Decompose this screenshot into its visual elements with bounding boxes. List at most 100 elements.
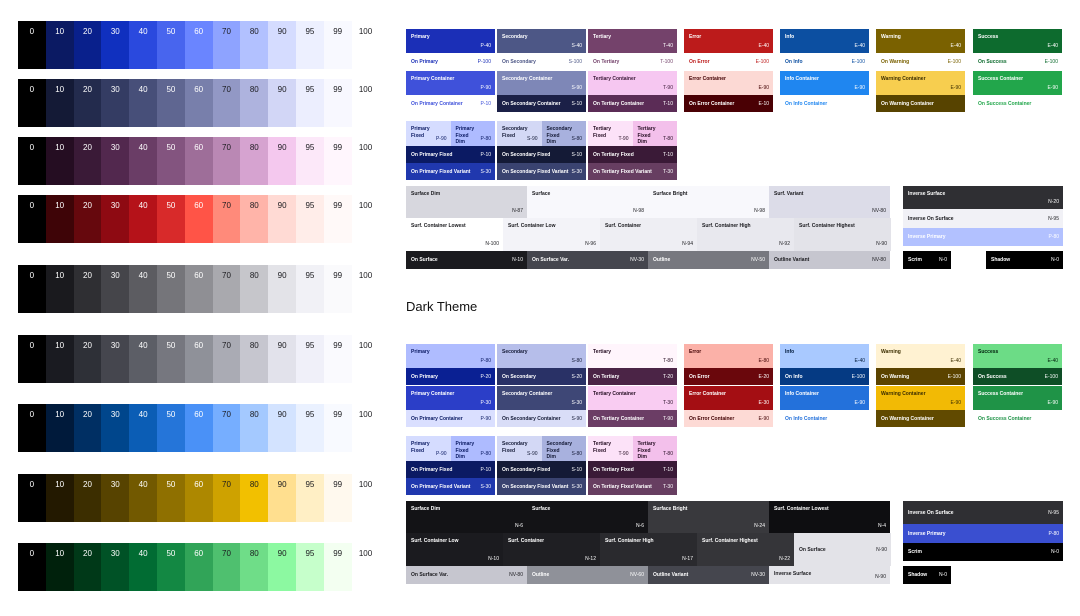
role-name: On Warning: [881, 373, 910, 380]
role-tile: Scrim N-0: [903, 543, 1063, 561]
role-name: Info Container: [785, 76, 819, 82]
tone-code: E-100: [947, 58, 961, 65]
role-tile: On Warning E-100: [876, 368, 965, 385]
role-tile: On Info E-100: [780, 53, 869, 70]
tone-swatch: 95: [296, 543, 324, 591]
role-tile: Secondary Fixed Dim S-80: [541, 436, 586, 461]
role-tile: Shadow N-0: [903, 566, 951, 584]
role-name: On Tertiary Fixed Variant: [593, 483, 652, 490]
role-tile: Tertiary T-40: [588, 29, 677, 53]
role-tile: On Primary P-100: [406, 53, 495, 70]
tone-swatch: 50: [157, 404, 185, 452]
tone-swatch: 60: [184, 137, 213, 185]
role-name: Secondary Fixed: [502, 441, 528, 454]
role-name: Surf. Container High: [605, 538, 654, 544]
tone-code: S-30: [480, 483, 491, 490]
tone-code: P-90: [435, 450, 447, 457]
tone-code: T-90: [618, 450, 629, 457]
role-name: Inverse Primary: [908, 530, 946, 537]
tone-code: E-100: [1044, 373, 1058, 380]
tone-swatch: 99: [323, 79, 352, 127]
role-tile: Success E-40: [973, 29, 1062, 53]
role-name: On Success Container: [978, 415, 1032, 422]
tone-swatch: 80: [240, 21, 269, 69]
tone-code: P-80: [480, 135, 491, 142]
role-name: On Surface: [799, 546, 826, 553]
tone-code: E-90: [950, 84, 961, 91]
role-name: On Secondary Container: [502, 415, 561, 422]
role-name: Info Container: [785, 391, 819, 397]
role-name: On Success: [978, 373, 1007, 380]
tone-swatch: 99: [323, 265, 352, 313]
tone-swatch: 10: [45, 404, 74, 452]
tone-swatch: 100: [351, 21, 380, 69]
tone-code: T-30: [662, 168, 673, 175]
tone-code: NV-30: [630, 256, 644, 263]
tone-swatch: 0: [18, 195, 46, 243]
tone-code: N-17: [682, 555, 693, 562]
tone-swatch: 20: [73, 404, 102, 452]
role-name: Secondary: [502, 34, 528, 40]
tone-swatch: 80: [240, 137, 269, 185]
role-tile: Tertiary Fixed Dim T-80: [632, 121, 677, 146]
tone-swatch: 30: [101, 335, 130, 383]
role-name: On Tertiary Fixed Variant: [593, 168, 652, 175]
role-name: On Info: [785, 373, 803, 380]
role-tile: Surf. Container Low N-10: [406, 533, 503, 566]
tone-swatch: 100: [351, 404, 380, 452]
tone-swatch: 99: [323, 543, 352, 591]
tone-code: N-0: [1050, 548, 1059, 555]
role-tile: Primary Fixed P-90: [406, 436, 451, 461]
tone-swatch: 100: [351, 137, 380, 185]
tone-swatch: 50: [157, 265, 185, 313]
tone-code: E-100: [851, 58, 865, 65]
tone-swatch: 60: [184, 404, 213, 452]
tone-code: N-95: [1048, 215, 1059, 222]
tone-code: P-10: [480, 100, 491, 107]
role-name: On Primary Fixed Variant: [411, 483, 471, 490]
tone-swatch: 90: [268, 474, 296, 522]
tone-code: N-94: [682, 240, 693, 247]
role-tile: Inverse Primary P-80: [903, 228, 1063, 246]
tone-code: S-90: [526, 135, 538, 142]
role-tile: Inverse Primary P-80: [903, 524, 1063, 543]
tone-swatch: 0: [18, 21, 46, 69]
tone-swatch: 70: [212, 404, 241, 452]
role-name: On Primary Fixed: [411, 151, 453, 158]
role-name: Error: [689, 349, 702, 355]
role-tile: On Primary Fixed Variant S-30: [406, 163, 495, 180]
tone-code: T-10: [662, 100, 673, 107]
role-tile: Primary Fixed P-90: [406, 121, 451, 146]
role-tile: Warning E-40: [876, 29, 965, 53]
role-tile: Secondary Container S-30: [497, 386, 586, 410]
tone-swatch: 80: [240, 195, 269, 243]
role-tile: Tertiary Fixed T-90: [588, 436, 633, 461]
tone-code: E-90: [1047, 399, 1058, 406]
role-name: Surface: [532, 506, 551, 512]
tone-swatch: 90: [268, 543, 296, 591]
tone-code: T-10: [662, 466, 673, 473]
tone-swatch: 70: [212, 474, 241, 522]
role-name: On Info Container: [785, 415, 828, 422]
tone-swatch: 30: [101, 404, 130, 452]
tone-swatch: 60: [184, 195, 213, 243]
role-tile: Outline Variant NV-80: [769, 251, 890, 269]
tone-swatch: 99: [323, 21, 352, 69]
role-name: On Error: [689, 373, 710, 380]
role-name: Surf. Container High: [702, 223, 751, 229]
tone-code: E-100: [1044, 58, 1058, 65]
role-name: Inverse On Surface: [908, 215, 954, 222]
tone-swatch: 80: [240, 265, 269, 313]
role-tile: On Warning E-100: [876, 53, 965, 70]
tone-swatch: 90: [268, 335, 296, 383]
role-tile: Outline NV-60: [527, 566, 648, 584]
role-name: Surf. Variant: [774, 191, 804, 197]
role-name: Secondary Fixed: [502, 126, 528, 139]
role-name: Surf. Container Low: [508, 223, 556, 229]
role-name: Tertiary Fixed Dim: [637, 126, 656, 145]
tone-swatch: 50: [157, 474, 185, 522]
role-name: On Success: [978, 58, 1007, 65]
role-tile: Surf. Container N-12: [503, 533, 600, 566]
tone-code: P-40: [480, 42, 491, 49]
role-tile: On Tertiary T-100: [588, 53, 677, 70]
